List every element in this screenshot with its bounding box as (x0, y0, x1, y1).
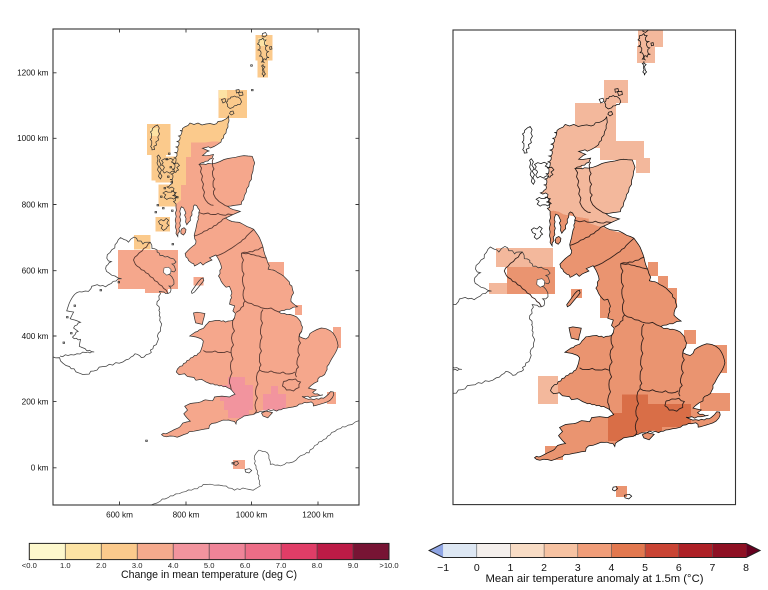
svg-text:8.0: 8.0 (312, 561, 323, 570)
svg-text:6.0: 6.0 (240, 561, 251, 570)
svg-text:2: 2 (541, 562, 547, 574)
svg-text:3: 3 (575, 562, 581, 574)
svg-text:Mean air temperature anomaly a: Mean air temperature anomaly at 1.5m (°C… (486, 573, 704, 585)
svg-text:Change in mean temperature (de: Change in mean temperature (deg C) (121, 569, 297, 581)
svg-text:7: 7 (710, 562, 716, 574)
svg-text:−1: −1 (437, 562, 449, 574)
svg-text:<0.0: <0.0 (22, 561, 37, 570)
svg-text:2.0: 2.0 (96, 561, 107, 570)
svg-text:600 km: 600 km (106, 511, 133, 520)
svg-text:1200 km: 1200 km (17, 69, 49, 78)
svg-text:200 km: 200 km (22, 397, 49, 406)
svg-text:400 km: 400 km (22, 332, 49, 341)
svg-text:5.0: 5.0 (204, 561, 215, 570)
svg-text:>10.0: >10.0 (379, 561, 398, 570)
svg-text:600 km: 600 km (22, 267, 49, 276)
svg-text:5: 5 (642, 562, 648, 574)
svg-text:800 km: 800 km (22, 200, 49, 209)
svg-text:1: 1 (508, 562, 514, 574)
svg-text:0 km: 0 km (31, 464, 49, 473)
svg-text:4: 4 (609, 562, 615, 574)
svg-text:4.0: 4.0 (168, 561, 179, 570)
svg-text:800 km: 800 km (173, 511, 200, 520)
svg-text:6: 6 (676, 562, 682, 574)
svg-text:1200 km: 1200 km (302, 511, 334, 520)
svg-text:1.0: 1.0 (60, 561, 71, 570)
svg-text:3.0: 3.0 (132, 561, 143, 570)
svg-text:1000 km: 1000 km (236, 511, 268, 520)
svg-text:9.0: 9.0 (348, 561, 359, 570)
svg-text:7.0: 7.0 (276, 561, 287, 570)
svg-text:8: 8 (743, 562, 749, 574)
svg-text:1000 km: 1000 km (17, 134, 49, 143)
svg-text:0: 0 (474, 562, 480, 574)
